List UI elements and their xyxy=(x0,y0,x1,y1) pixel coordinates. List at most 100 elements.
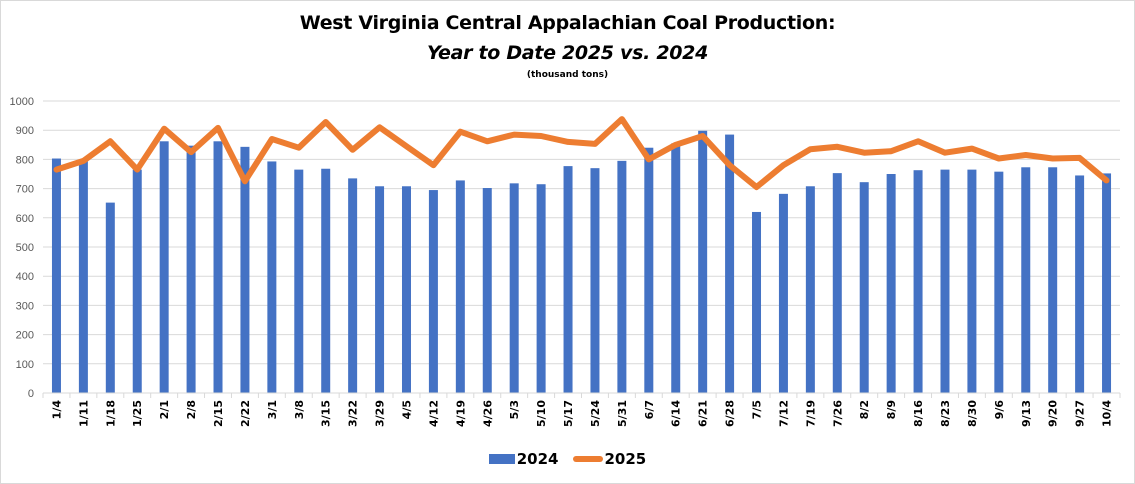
bar-2024-9/13[interactable] xyxy=(1021,167,1031,393)
x-tick-label: 4/26 xyxy=(481,400,494,427)
x-tick-label: 4/19 xyxy=(454,400,467,427)
x-tick-label: 3/29 xyxy=(374,400,387,427)
bar-2024-3/1[interactable] xyxy=(267,161,277,393)
x-tick-label: 3/8 xyxy=(293,400,306,419)
x-tick-label: 1/4 xyxy=(50,400,63,420)
x-axis xyxy=(42,392,1121,398)
bar-2024-8/2[interactable] xyxy=(859,182,869,393)
bar-2024-5/10[interactable] xyxy=(536,184,546,393)
x-tick-label: 7/5 xyxy=(751,400,764,419)
legend-swatch-2024 xyxy=(488,454,515,464)
bar-2024-1/25[interactable] xyxy=(132,169,142,393)
legend-label-2024: 2024 xyxy=(516,450,559,468)
bar-2024-7/5[interactable] xyxy=(752,211,762,393)
x-tick-label: 5/24 xyxy=(589,400,602,427)
y-tick-label: 0 xyxy=(28,388,34,400)
bar-2024-2/15[interactable] xyxy=(213,141,223,393)
line-2025-path[interactable] xyxy=(53,116,1110,191)
bar-2024-1/18[interactable] xyxy=(105,202,115,393)
x-tick-label: 1/11 xyxy=(77,400,90,427)
x-tick-label: 5/10 xyxy=(535,400,548,427)
y-tick-label: 900 xyxy=(16,125,34,137)
bar-2024-8/9[interactable] xyxy=(886,174,896,393)
bar-2024-4/26[interactable] xyxy=(482,188,492,393)
bar-2024-1/11[interactable] xyxy=(78,161,88,393)
x-tick-label: 5/31 xyxy=(616,400,629,427)
bar-2024-4/5[interactable] xyxy=(401,186,411,393)
bars-2024 xyxy=(51,130,1112,393)
x-tick-label: 5/3 xyxy=(508,400,521,419)
y-tick-label: 600 xyxy=(16,213,34,225)
bar-2024-8/23[interactable] xyxy=(940,169,950,393)
x-tick-label: 9/6 xyxy=(993,400,1006,420)
bar-2024-9/20[interactable] xyxy=(1048,167,1058,393)
chart-title: West Virginia Central Appalachian Coal P… xyxy=(299,12,836,34)
bar-2024-6/28[interactable] xyxy=(725,134,735,393)
bar-2024-3/22[interactable] xyxy=(348,178,358,393)
x-tick-label: 6/28 xyxy=(724,400,737,427)
x-tick-label: 3/1 xyxy=(266,400,279,419)
x-tick-label: 6/21 xyxy=(697,400,710,427)
bar-2024-5/3[interactable] xyxy=(509,183,519,393)
x-tick-label: 8/30 xyxy=(966,400,979,427)
x-axis-ticks: 1/4 1/11 1/18 1/25 2/1 2/8 2/15 2/22 3/1 3/8 3/15 3… xyxy=(50,400,1113,427)
bar-2024-5/31[interactable] xyxy=(617,160,627,393)
y-tick-label: 500 xyxy=(16,242,34,254)
legend-swatch-2025 xyxy=(572,456,603,462)
x-tick-label: 2/1 xyxy=(158,400,171,419)
bar-2024-6/7[interactable] xyxy=(644,147,654,393)
bar-2024-2/1[interactable] xyxy=(159,141,169,393)
bar-2024-5/24[interactable] xyxy=(590,168,600,393)
bar-2024-3/29[interactable] xyxy=(375,186,385,393)
bar-2024-2/22[interactable] xyxy=(240,146,250,393)
x-tick-label: 6/14 xyxy=(670,400,683,427)
bar-2024-7/12[interactable] xyxy=(778,193,788,393)
bar-2024-6/14[interactable] xyxy=(671,143,681,393)
y-tick-label: 100 xyxy=(16,359,34,371)
x-tick-label: 2/22 xyxy=(239,400,252,427)
x-tick-label: 8/23 xyxy=(939,400,952,427)
x-tick-label: 8/9 xyxy=(885,400,898,419)
bar-2024-1/4[interactable] xyxy=(51,158,61,393)
bar-2024-9/27[interactable] xyxy=(1075,175,1085,393)
x-tick-label: 9/13 xyxy=(1020,400,1033,427)
bar-2024-7/19[interactable] xyxy=(805,186,815,393)
x-tick-label: 7/26 xyxy=(831,400,844,427)
bar-2024-5/17[interactable] xyxy=(563,166,573,393)
x-tick-label: 1/25 xyxy=(131,400,144,427)
x-tick-label: 4/5 xyxy=(400,400,413,419)
y-tick-label: 1000 xyxy=(10,96,34,108)
bar-2024-9/6[interactable] xyxy=(994,171,1004,393)
x-tick-label: 2/15 xyxy=(212,400,225,427)
x-tick-label: 9/20 xyxy=(1047,400,1060,427)
x-tick-label: 5/17 xyxy=(562,400,575,427)
bar-2024-4/19[interactable] xyxy=(455,180,465,393)
y-tick-label: 200 xyxy=(16,330,34,342)
chart-subtitle: Year to Date 2025 vs. 2024 xyxy=(426,42,709,64)
bar-2024-6/21[interactable] xyxy=(698,130,708,393)
x-tick-label: 9/27 xyxy=(1074,400,1087,427)
legend-item-2024[interactable]: 2024 xyxy=(488,450,559,468)
bar-2024-3/8[interactable] xyxy=(294,169,304,393)
y-tick-label: 800 xyxy=(16,154,34,166)
x-tick-label: 2/8 xyxy=(185,400,198,419)
x-tick-label: 7/19 xyxy=(804,400,817,427)
bar-2024-2/8[interactable] xyxy=(186,145,196,393)
bar-2024-10/4[interactable] xyxy=(1102,173,1112,393)
bar-2024-8/16[interactable] xyxy=(913,170,923,393)
x-tick-label: 10/4 xyxy=(1101,400,1114,427)
bar-2024-3/15[interactable] xyxy=(321,168,331,393)
line-2025 xyxy=(53,116,1110,191)
bar-2024-8/30[interactable] xyxy=(967,169,977,393)
x-tick-label: 8/2 xyxy=(858,400,871,419)
bar-2024-7/26[interactable] xyxy=(832,173,842,393)
legend-item-2025[interactable]: 2025 xyxy=(572,450,646,468)
x-tick-label: 3/15 xyxy=(320,400,333,427)
x-tick-label: 6/7 xyxy=(643,400,656,419)
legend: 2024 2025 xyxy=(0,450,1135,468)
x-tick-label: 7/12 xyxy=(777,400,790,427)
chart-units-note: (thousand tons) xyxy=(526,70,609,80)
y-axis-ticks: 0 100 200 300 400 500 600 700 800 900 1000 xyxy=(10,96,34,400)
bar-2024-4/12[interactable] xyxy=(428,190,438,393)
